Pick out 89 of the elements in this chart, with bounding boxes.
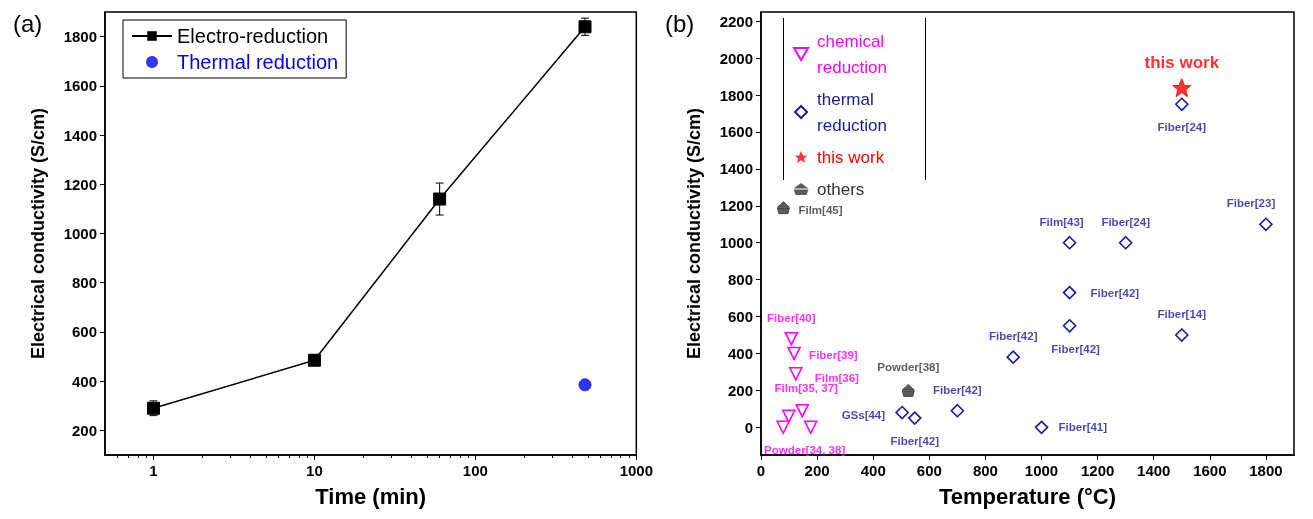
annotation: Fiber[39] bbox=[809, 349, 858, 362]
y-tick-label: 600 bbox=[71, 323, 97, 341]
x-tick-label: 1 bbox=[149, 462, 158, 479]
point bbox=[950, 403, 965, 418]
annotation: Powder[38] bbox=[877, 361, 940, 374]
y-tick-label: 1000 bbox=[63, 225, 97, 242]
x-tick-label: 600 bbox=[916, 462, 942, 479]
y-tick-label: 1400 bbox=[63, 126, 97, 144]
annotation: Fiber[42] bbox=[1051, 342, 1101, 355]
x-tick-label: 400 bbox=[860, 462, 886, 479]
y-tick-label: 200 bbox=[71, 421, 97, 439]
x-tick-label: 0 bbox=[756, 462, 766, 479]
point bbox=[788, 366, 803, 381]
y-tick-label: 1600 bbox=[719, 123, 753, 141]
y-tick-label: 400 bbox=[727, 344, 753, 362]
point bbox=[776, 420, 790, 435]
annotation: Fiber[14] bbox=[1157, 308, 1207, 321]
annotation: Fiber[24] bbox=[1157, 121, 1207, 134]
x-tick-label: 1600 bbox=[1193, 462, 1227, 479]
annotation: Fiber[41] bbox=[1058, 421, 1108, 434]
point bbox=[781, 409, 796, 424]
x-axis-title: Temperature (°C) bbox=[938, 483, 1117, 509]
y-tick-label: 1000 bbox=[719, 234, 753, 252]
x-tick-label: 1200 bbox=[1080, 462, 1115, 479]
point bbox=[784, 331, 799, 346]
annotation: Powder[34, 38] bbox=[764, 444, 846, 457]
y-tick-label: 1800 bbox=[63, 28, 97, 46]
x-tick-label: 200 bbox=[804, 462, 830, 479]
y-tick-label: 800 bbox=[71, 274, 97, 292]
annotation: Fiber[23] bbox=[1226, 197, 1276, 210]
annotation: Film[35, 37] bbox=[774, 381, 839, 394]
y-tick-label: 1200 bbox=[719, 197, 753, 215]
point bbox=[776, 201, 790, 215]
annotation: Film[36] bbox=[814, 371, 860, 384]
x-tick-label: 1000 bbox=[619, 462, 653, 479]
x-tick-label: 1000 bbox=[1024, 462, 1059, 479]
point bbox=[907, 411, 922, 425]
legend-label: others bbox=[817, 179, 865, 199]
annotation: Film[45] bbox=[798, 203, 843, 216]
legend-label: Electro-reduction bbox=[177, 25, 329, 47]
point bbox=[1118, 235, 1133, 250]
y-tick-label: 400 bbox=[71, 372, 97, 390]
legend-label: Thermal reduction bbox=[177, 51, 339, 73]
annotation: Fiber[42] bbox=[890, 435, 940, 448]
x-axis-title: Time (min) bbox=[315, 483, 427, 509]
y-tick-label: 0 bbox=[744, 418, 753, 436]
point bbox=[1174, 328, 1189, 342]
annotation: GSs[44] bbox=[841, 408, 886, 421]
y-tick-label: 800 bbox=[727, 271, 753, 289]
point bbox=[901, 383, 915, 397]
y-tick-label: 1400 bbox=[719, 160, 753, 178]
x-tick-label: 10 bbox=[306, 462, 323, 479]
y-axis-title: Electrical conductivity (S/cm) bbox=[28, 107, 48, 360]
annotation: this work bbox=[1144, 52, 1220, 72]
point bbox=[1062, 318, 1077, 333]
chart-title: (a) bbox=[13, 9, 43, 37]
point bbox=[803, 420, 818, 435]
point bbox=[1062, 285, 1077, 300]
point bbox=[1062, 235, 1077, 250]
annotation: Fiber[42] bbox=[1090, 286, 1140, 299]
annotation: Fiber[42] bbox=[988, 330, 1038, 343]
point bbox=[1174, 97, 1189, 112]
annotation: Fiber[40] bbox=[767, 311, 816, 324]
point bbox=[1259, 217, 1273, 232]
legend-label: this work bbox=[817, 147, 885, 167]
point bbox=[1034, 420, 1049, 435]
y-tick-label: 2000 bbox=[719, 49, 753, 67]
y-tick-label: 1800 bbox=[719, 86, 753, 104]
point bbox=[787, 346, 801, 361]
y-tick-label: 1600 bbox=[63, 77, 97, 95]
point bbox=[1006, 350, 1020, 364]
y-tick-label: 2200 bbox=[719, 12, 753, 30]
y-tick-label: 600 bbox=[727, 308, 753, 326]
chart-title: (b) bbox=[665, 9, 695, 37]
x-tick-label: 1400 bbox=[1137, 462, 1171, 479]
point bbox=[795, 403, 810, 418]
point bbox=[895, 405, 909, 420]
legend-label: chemical reduction bbox=[817, 31, 889, 77]
point bbox=[1172, 78, 1192, 98]
annotation: Film[43] bbox=[1039, 215, 1084, 228]
x-tick-label: 100 bbox=[462, 462, 488, 479]
annotation: Fiber[24] bbox=[1101, 215, 1151, 228]
y-axis-title: Electrical conductivity (S/cm) bbox=[684, 107, 704, 360]
x-tick-label: 800 bbox=[972, 462, 998, 479]
y-tick-label: 200 bbox=[727, 381, 753, 399]
legend-label: thermal reduction bbox=[817, 89, 887, 135]
annotation: Fiber[42] bbox=[933, 383, 982, 396]
x-tick-label: 1800 bbox=[1249, 462, 1283, 479]
y-tick-label: 1200 bbox=[63, 175, 97, 193]
